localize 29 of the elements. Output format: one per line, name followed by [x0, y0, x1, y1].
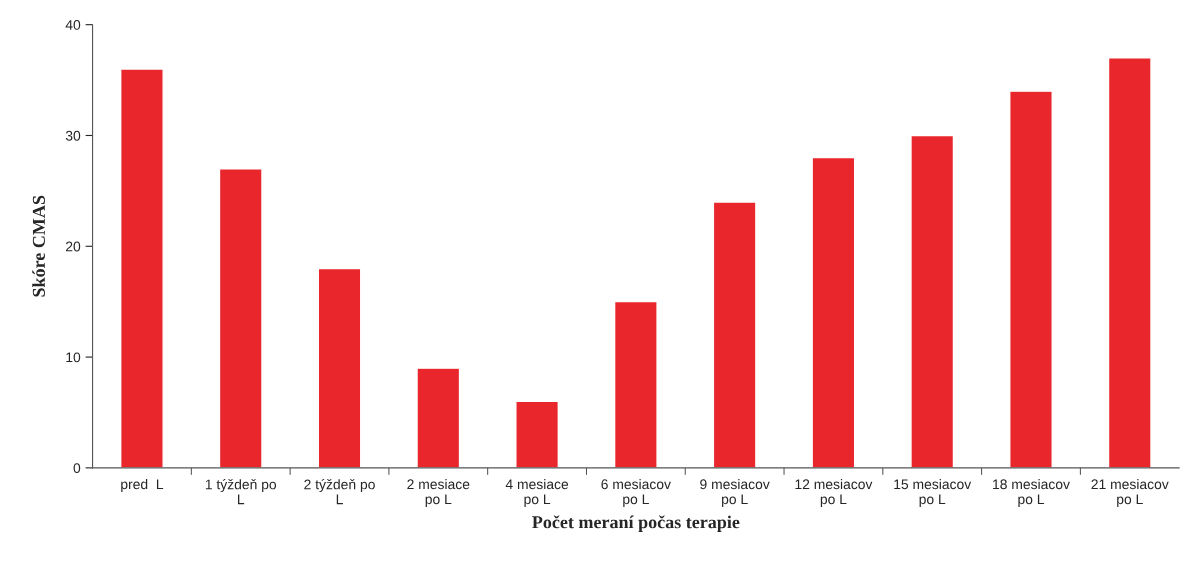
y-tick-label: 40	[65, 20, 81, 30]
bar	[218, 168, 263, 468]
y-axis-title: Skóre CMAS	[32, 195, 45, 297]
x-tick-label: 15 mesiacov po L	[894, 478, 972, 507]
bar	[910, 134, 955, 468]
x-axis-title: Počet meraní počas terapie	[532, 515, 740, 532]
x-tick-label: 12 mesiacov po L	[795, 478, 873, 507]
bar	[416, 367, 461, 468]
x-tick-label: 18 mesiacov po L	[993, 478, 1070, 507]
y-tick-label: 20	[66, 241, 81, 252]
x-tick-label: 2 týždeň po L	[304, 478, 375, 505]
y-tick-label: 10	[66, 352, 81, 363]
x-tick-label: 2 mesiace po L	[407, 478, 470, 507]
bar	[1009, 90, 1053, 468]
bar	[712, 201, 757, 468]
bar	[1107, 57, 1152, 468]
bar	[811, 156, 856, 468]
y-tick-label: 30	[65, 130, 81, 141]
x-tick-label: 4 mesiace po L	[505, 478, 569, 507]
bar	[120, 68, 164, 468]
bar	[613, 300, 658, 468]
bar	[515, 400, 560, 468]
x-tick-label: 1 týždeň po L	[205, 478, 277, 505]
x-tick-label: 21 mesiacov po L	[1091, 478, 1169, 507]
y-tick-label: 0	[73, 463, 81, 474]
bar	[317, 267, 362, 468]
x-tick-label: 6 mesiacov po L	[601, 478, 671, 507]
x-tick-label: pred L	[121, 478, 164, 492]
x-tick-label: 9 mesiacov po L	[700, 478, 770, 507]
